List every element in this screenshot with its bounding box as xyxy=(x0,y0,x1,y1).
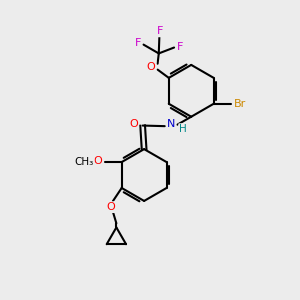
Text: N: N xyxy=(167,119,176,129)
Text: O: O xyxy=(106,202,115,212)
Text: O: O xyxy=(147,62,155,72)
Text: F: F xyxy=(135,38,141,48)
Text: F: F xyxy=(177,42,184,52)
Text: H: H xyxy=(179,124,187,134)
Text: CH₃: CH₃ xyxy=(74,157,94,167)
Text: F: F xyxy=(157,26,163,36)
Text: O: O xyxy=(94,156,103,166)
Text: Br: Br xyxy=(233,99,246,109)
Text: O: O xyxy=(129,119,138,129)
